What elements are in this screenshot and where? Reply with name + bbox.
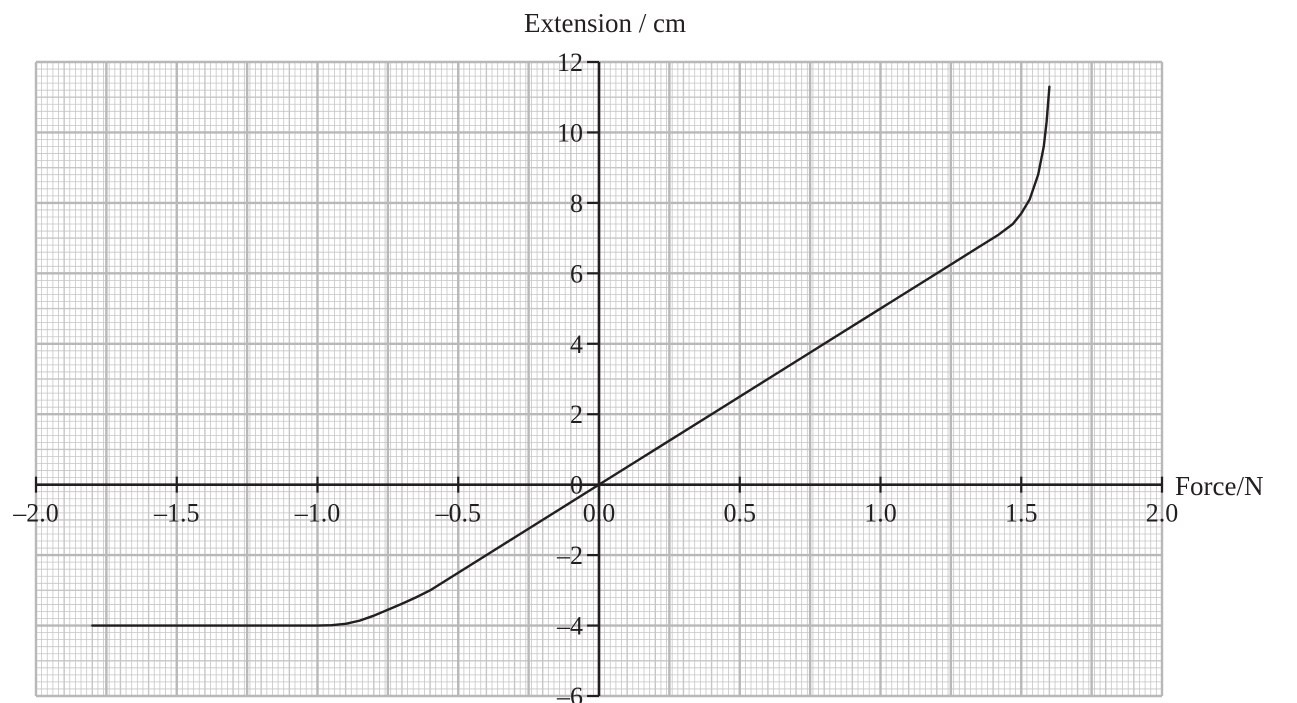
- series-line: [91, 85, 1051, 627]
- x-tick-label: 0.0: [583, 499, 616, 528]
- y-tick-label: 10: [557, 118, 583, 147]
- y-axis-label: Extension / cm: [524, 8, 686, 38]
- x-tick-label: –2.0: [12, 499, 59, 528]
- x-tick-label: –1.0: [294, 499, 341, 528]
- y-tick-label: 6: [570, 259, 583, 288]
- y-tick-label: 0: [570, 471, 583, 500]
- y-tick-label: –2: [556, 541, 583, 570]
- y-tick-label: 2: [570, 400, 583, 429]
- x-tick-label: 2.0: [1146, 499, 1179, 528]
- x-axis-label: Force/N: [1175, 471, 1263, 501]
- y-tick-label: 4: [570, 330, 583, 359]
- y-tick-label: –6: [556, 682, 583, 703]
- y-tick-label: –4: [556, 612, 583, 641]
- x-tick-label: –1.5: [153, 499, 200, 528]
- x-tick-label: 0.5: [724, 499, 757, 528]
- ticks: [34, 60, 1164, 698]
- series: [91, 85, 1051, 627]
- y-tick-label: 12: [557, 48, 583, 77]
- y-tick-label: 8: [570, 189, 583, 218]
- x-tick-label: –0.5: [435, 499, 482, 528]
- tick-labels: –2.0 –1.5 –1.0 –0.5 0.0 0.5 1.0 1.5 2.0 –6 –4 –2 0 2 4…: [12, 48, 1178, 703]
- x-tick-label: 1.0: [864, 499, 897, 528]
- x-tick-label: 1.5: [1005, 499, 1038, 528]
